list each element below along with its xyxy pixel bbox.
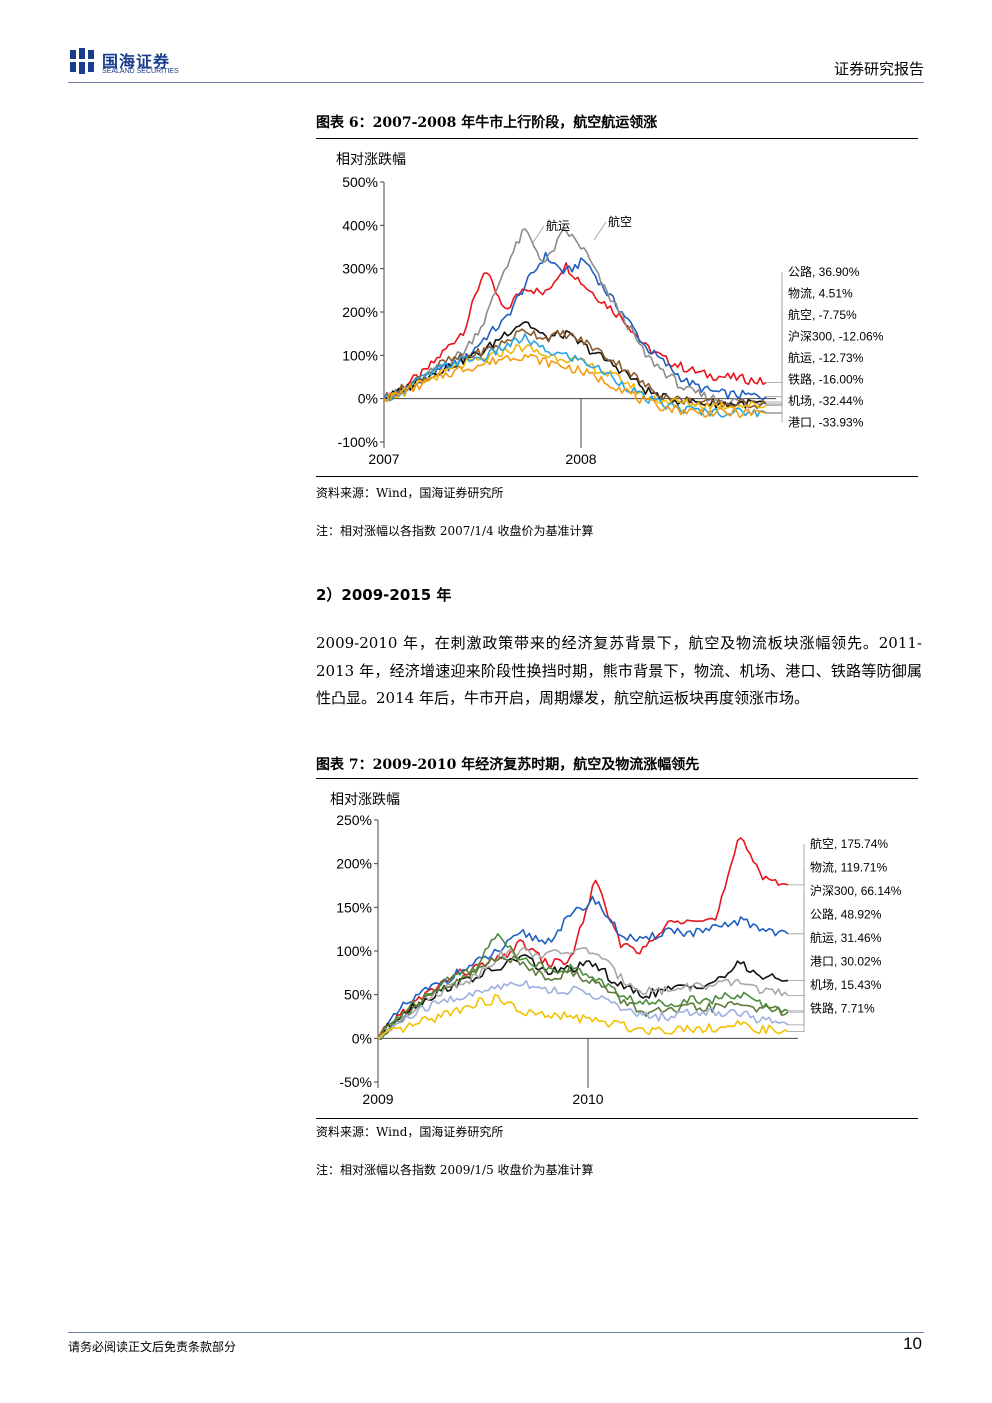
series-line-7 — [383, 353, 767, 419]
figure-6-note: 注：相对涨幅以各指数 2007/1/4 收盘价为基准计算 — [316, 524, 594, 538]
series-line-6 — [377, 979, 789, 1040]
x-tick-label: 2009 — [362, 1091, 393, 1107]
y-tick-label: 200% — [342, 304, 378, 320]
series-end-label: 铁路, -16.00% — [788, 372, 864, 387]
series-line-0 — [383, 262, 767, 400]
y-tick-label: 100% — [342, 347, 378, 363]
series-end-label: 铁路, 7.71% — [810, 1001, 875, 1016]
series-line-0 — [377, 837, 789, 1039]
y-tick-label: 400% — [342, 217, 378, 233]
y-axis-title: 相对涨跌幅 — [336, 151, 406, 167]
series-line-5 — [377, 955, 789, 1041]
end-label-leader — [766, 358, 783, 405]
series-line-4 — [377, 933, 789, 1039]
chart-annotation-leader — [531, 225, 545, 245]
series-end-label: 沪深300, -12.06% — [788, 330, 884, 344]
header-divider — [68, 82, 924, 83]
end-label-leader — [788, 1008, 805, 1033]
end-label-leader — [766, 293, 783, 398]
y-tick-label: 300% — [342, 261, 378, 277]
series-line-2 — [383, 228, 767, 407]
figure-6-bottom-rule — [316, 476, 918, 477]
y-tick-label: 250% — [336, 812, 372, 828]
series-end-label: 机场, -32.44% — [788, 394, 864, 408]
end-label-leader — [766, 412, 783, 423]
chart-annotation-label: 航空 — [608, 214, 632, 229]
series-end-label: 物流, 119.71% — [810, 861, 887, 875]
end-label-leader — [766, 272, 783, 384]
x-tick-label: 2007 — [368, 451, 399, 467]
page-header: 国海证券 SEALAND SECURITIES 证券研究报告 — [68, 44, 924, 82]
series-end-label: 物流, 4.51% — [788, 287, 853, 301]
logo-text-cn: 国海证券 — [102, 52, 171, 71]
y-tick-label: 200% — [336, 856, 372, 872]
y-tick-label: 150% — [336, 899, 372, 915]
figure-7-source: 资料来源：Wind，国海证券研究所 — [316, 1125, 504, 1139]
section-heading: 2）2009-2015 年 — [316, 586, 452, 604]
chart-annotation-label: 航运 — [546, 218, 570, 233]
series-end-label: 机场, 15.43% — [810, 978, 882, 992]
figure-7-title: 图表 7：2009-2010 年经济复苏时期，航空及物流涨幅领先 — [316, 757, 700, 773]
end-label-leader — [766, 336, 783, 405]
figure-7-chart: 相对涨跌幅 250% 200% 150% 100% 50% 0% -50%2009 2010 航空… — [330, 791, 902, 1107]
series-line-3 — [377, 947, 789, 1039]
report-type: 证券研究报告 — [833, 60, 924, 78]
page-number: 10 — [903, 1334, 922, 1353]
y-tick-label: 0% — [358, 391, 378, 407]
end-label-leader — [788, 844, 805, 886]
end-label-leader — [788, 985, 805, 1026]
logo-text-en: SEALAND SECURITIES — [102, 68, 179, 75]
y-axis-title: 相对涨跌幅 — [330, 791, 400, 807]
body-paragraph: 2009-2010 年，在刺激政策带来的经济复苏背景下，航空及物流板块涨幅领先。… — [316, 634, 922, 707]
figure-7-bottom-rule — [316, 1118, 918, 1119]
figure-7-top-rule — [316, 778, 918, 779]
y-tick-label: 100% — [336, 943, 372, 959]
series-line-4 — [383, 328, 767, 410]
series-end-label: 公路, 48.92% — [810, 907, 882, 922]
y-tick-label: 500% — [342, 174, 378, 190]
footer-divider — [68, 1332, 924, 1333]
end-label-leader — [788, 891, 805, 982]
series-end-label: 航运, 31.46% — [810, 930, 882, 945]
series-line-1 — [377, 895, 789, 1040]
series-end-label: 港口, 30.02% — [810, 955, 882, 969]
series-end-label: 航运, -12.73% — [788, 350, 864, 365]
footer-disclaimer: 请务必阅读正文后免责条款部分 — [68, 1340, 237, 1354]
x-tick-label: 2008 — [565, 451, 596, 467]
figure-6-title: 图表 6：2007-2008 年牛市上行阶段，航空航运领涨 — [316, 115, 658, 131]
y-tick-label: -100% — [338, 434, 378, 450]
end-label-leader — [788, 914, 805, 997]
figure-7-note: 注：相对涨幅以各指数 2009/1/5 收盘价为基准计算 — [316, 1163, 594, 1177]
series-end-label: 公路, 36.90% — [788, 264, 860, 279]
y-tick-label: 0% — [352, 1030, 372, 1046]
chart-annotation-leader — [593, 221, 607, 241]
figure-6-top-rule — [316, 138, 918, 139]
end-label-leader — [788, 961, 805, 1013]
sealand-logo-icon — [68, 48, 96, 74]
y-tick-label: -50% — [339, 1074, 372, 1090]
y-tick-label: 50% — [344, 987, 372, 1003]
series-end-label: 航空, -7.75% — [788, 307, 857, 322]
series-line-7 — [377, 994, 789, 1039]
series-end-label: 沪深300, 66.14% — [810, 884, 902, 898]
series-end-label: 航空, 175.74% — [810, 836, 888, 851]
end-label-leader — [788, 867, 805, 935]
company-logo: 国海证券 SEALAND SECURITIES — [68, 46, 268, 78]
figure-6-source: 资料来源：Wind，国海证券研究所 — [316, 486, 504, 500]
x-tick-label: 2010 — [572, 1091, 603, 1107]
series-line-2 — [377, 954, 789, 1040]
end-label-leader — [766, 401, 783, 414]
end-label-leader — [788, 938, 805, 1012]
series-line-1 — [383, 251, 767, 401]
end-label-leader — [766, 315, 783, 403]
series-end-label: 港口, -33.93% — [788, 416, 864, 430]
figure-6-chart: 相对涨跌幅 500% 400% 300% 200% 100% 0% -100%2007 2008… — [336, 151, 884, 467]
